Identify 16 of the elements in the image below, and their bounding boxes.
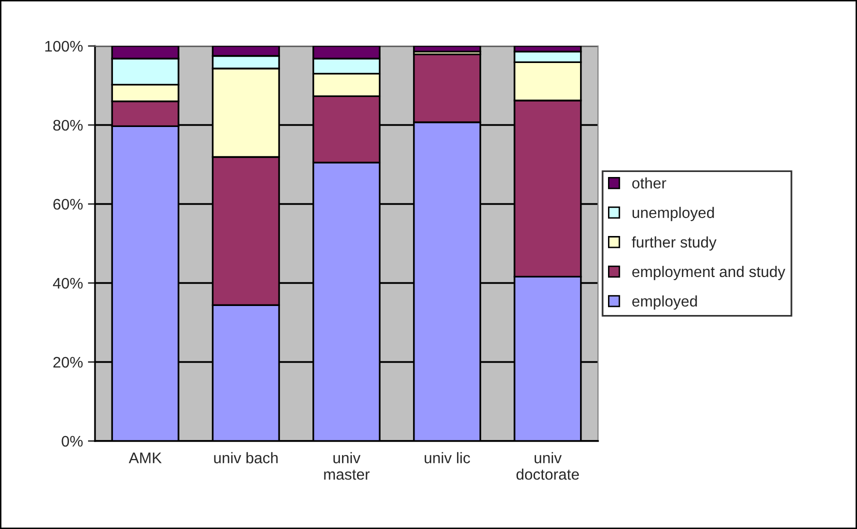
legend-label: other [632, 177, 666, 189]
y-tick-label: 100% [45, 40, 83, 52]
x-tick-label: univ master [324, 452, 370, 480]
x-tick-label: univ bach [214, 452, 278, 464]
legend-label: employment and study [632, 266, 786, 280]
y-tick-label: 80% [53, 120, 83, 131]
legend-label: unemployed [632, 206, 714, 222]
y-tick-label: 0% [62, 436, 83, 447]
y-tick-label: 60% [53, 198, 83, 210]
y-tick-label: 40% [52, 278, 83, 289]
x-tick-label: univ lic [424, 452, 470, 464]
x-tick-label: AMK [128, 452, 162, 464]
y-tick-label: 20% [53, 356, 83, 368]
legend-label: employed [632, 295, 697, 310]
x-tick-label: univ doctorate [516, 452, 579, 480]
legend-label: further study [632, 236, 716, 251]
